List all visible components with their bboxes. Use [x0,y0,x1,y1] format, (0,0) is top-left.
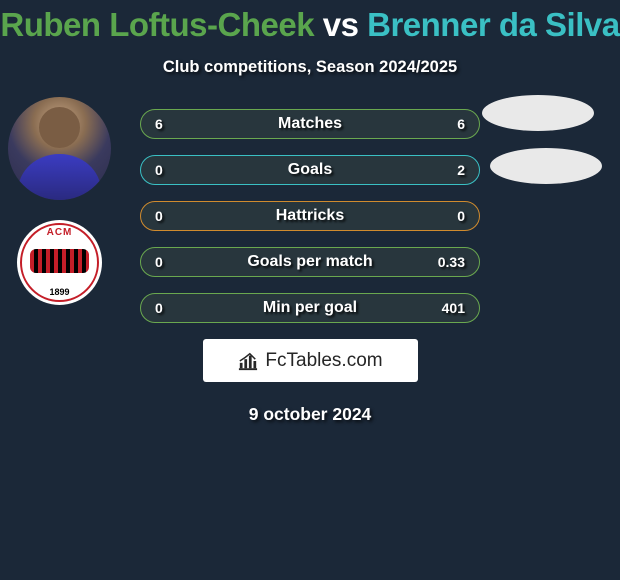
player1-club-badge: ACM 1899 [17,220,102,305]
stat-left-value: 0 [155,162,163,178]
stat-right-value: 6 [457,116,465,132]
stat-left-value: 0 [155,208,163,224]
stat-row-goals-per-match: 0 Goals per match 0.33 [140,247,480,277]
stat-row-hattricks: 0 Hattricks 0 [140,201,480,231]
stat-right-value: 0.33 [438,254,465,270]
player1-name: Ruben Loftus-Cheek [0,6,314,43]
stat-label: Min per goal [263,299,357,317]
stats-list: 6 Matches 6 0 Goals 2 0 Hattricks 0 0 Go… [140,109,480,323]
stat-row-matches: 6 Matches 6 [140,109,480,139]
brand-chart-icon [237,351,259,371]
player2-photo [482,95,594,131]
stat-right-value: 2 [457,162,465,178]
comparison-title: Ruben Loftus-Cheek vs Brenner da Silva [0,0,620,44]
date-text: 9 october 2024 [0,404,620,425]
player2-club-badge [490,148,602,184]
stat-right-value: 401 [442,300,465,316]
stat-label: Hattricks [276,207,344,225]
stat-left-value: 0 [155,254,163,270]
vs-text: vs [314,6,367,43]
content-area: ACM 1899 6 Matches 6 0 Goals 2 0 Hattric… [0,109,620,425]
stat-row-min-per-goal: 0 Min per goal 401 [140,293,480,323]
player1-photo [8,97,111,200]
stat-row-goals: 0 Goals 2 [140,155,480,185]
stat-left-value: 0 [155,300,163,316]
brand-box: FcTables.com [203,339,418,382]
stat-label: Matches [278,115,342,133]
left-column: ACM 1899 [8,97,111,305]
subtitle: Club competitions, Season 2024/2025 [0,58,620,77]
player2-name: Brenner da Silva [367,6,619,43]
stat-label: Goals [288,161,332,179]
stat-right-value: 0 [457,208,465,224]
right-column [482,95,602,201]
brand-text: FcTables.com [265,350,382,372]
stat-label: Goals per match [247,253,372,271]
stat-left-value: 6 [155,116,163,132]
